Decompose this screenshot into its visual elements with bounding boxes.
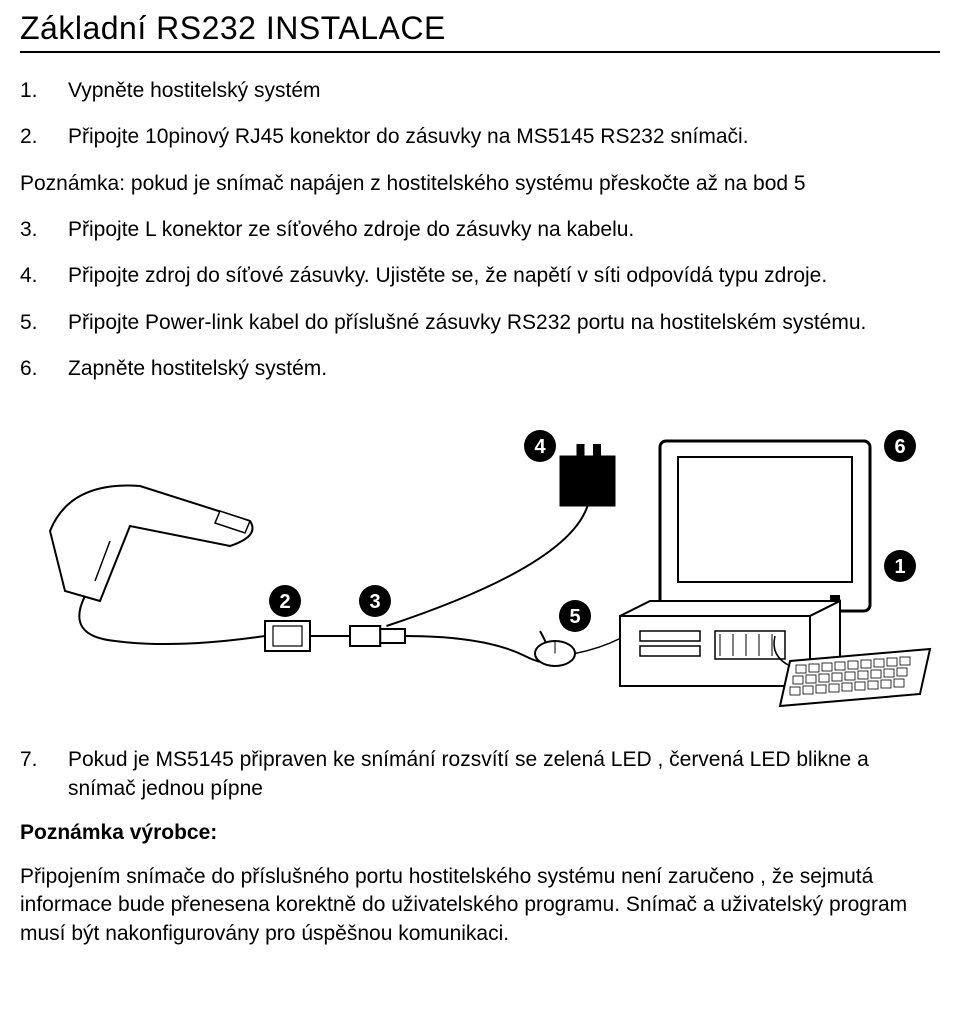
- page-title: Základní RS232 INSTALACE: [20, 10, 940, 47]
- install-steps-cont: 3. Připojte L konektor ze síťového zdroj…: [20, 216, 940, 383]
- svg-text:4: 4: [534, 436, 546, 458]
- step-1: 1. Vypněte hostitelský systém: [20, 77, 940, 105]
- note-after-step-2: Poznámka: pokud je snímač napájen z host…: [20, 170, 940, 198]
- step-5-number: 5.: [20, 309, 68, 337]
- svg-text:6: 6: [894, 436, 905, 458]
- manufacturer-note-label: Poznámka výrobce:: [20, 821, 940, 845]
- step-6-number: 6.: [20, 355, 68, 383]
- step-3-text: Připojte L konektor ze síťového zdroje d…: [68, 216, 940, 244]
- step-1-text: Vypněte hostitelský systém: [68, 77, 940, 105]
- svg-text:2: 2: [279, 591, 290, 613]
- manufacturer-note-body: Připojením snímače do příslušného portu …: [20, 863, 940, 948]
- step-3-number: 3.: [20, 216, 68, 244]
- step-2: 2. Připojte 10pinový RJ45 konektor do zá…: [20, 123, 940, 151]
- step-5-text: Připojte Power-link kabel do příslušné z…: [68, 309, 940, 337]
- svg-text:5: 5: [569, 606, 580, 628]
- step-3: 3. Připojte L konektor ze síťového zdroj…: [20, 216, 940, 244]
- install-steps: 1. Vypněte hostitelský systém 2. Připojt…: [20, 77, 940, 152]
- step-7-number: 7.: [20, 746, 68, 803]
- install-steps-after-diagram: 7. Pokud je MS5145 připraven ke snímání …: [20, 746, 940, 803]
- wiring-diagram: 1 2 3 4 5 6: [20, 411, 940, 711]
- title-rule: [20, 51, 940, 53]
- step-4-number: 4.: [20, 262, 68, 290]
- step-4-text: Připojte zdroj do síťové zásuvky. Ujistě…: [68, 262, 940, 290]
- step-7-text: Pokud je MS5145 připraven ke snímání roz…: [68, 746, 940, 803]
- step-5: 5. Připojte Power-link kabel do příslušn…: [20, 309, 940, 337]
- step-7: 7. Pokud je MS5145 připraven ke snímání …: [20, 746, 940, 803]
- step-2-number: 2.: [20, 123, 68, 151]
- step-4: 4. Připojte zdroj do síťové zásuvky. Uji…: [20, 262, 940, 290]
- step-2-text: Připojte 10pinový RJ45 konektor do zásuv…: [68, 123, 940, 151]
- svg-text:1: 1: [894, 556, 905, 578]
- step-6: 6. Zapněte hostitelský systém.: [20, 355, 940, 383]
- step-1-number: 1.: [20, 77, 68, 105]
- step-6-text: Zapněte hostitelský systém.: [68, 355, 940, 383]
- svg-text:3: 3: [369, 591, 380, 613]
